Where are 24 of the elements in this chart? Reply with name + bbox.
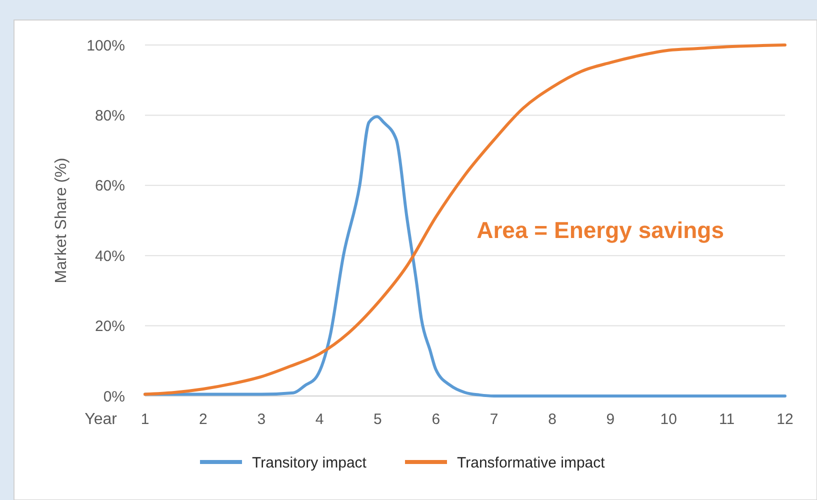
y-tick-label: 20% bbox=[94, 318, 125, 336]
x-tick-label: 11 bbox=[719, 411, 735, 428]
x-tick-label: 1 bbox=[140, 411, 150, 428]
y-tick-label: 100% bbox=[86, 37, 125, 54]
x-tick-label: 4 bbox=[315, 411, 324, 428]
x-tick-label: 6 bbox=[432, 411, 440, 428]
x-axis-title: Year bbox=[84, 411, 118, 428]
line-series bbox=[144, 44, 786, 396]
y-tick-label: 60% bbox=[94, 178, 125, 195]
y-tick-label: 0% bbox=[103, 388, 125, 406]
legend-label: Transitory impact bbox=[252, 454, 368, 472]
annotation: Area = Energy savings bbox=[476, 217, 724, 244]
y-tick-label: 80% bbox=[94, 107, 125, 124]
x-tick-label: 2 bbox=[199, 411, 208, 428]
x-tick-label: 8 bbox=[548, 411, 556, 428]
x-tick-label: 7 bbox=[490, 411, 498, 428]
y-tick-label: 40% bbox=[94, 248, 125, 265]
x-tick-label: 10 bbox=[660, 411, 677, 428]
y-axis-title: Market Share (%) bbox=[53, 158, 70, 284]
x-tick-label: 5 bbox=[374, 411, 382, 428]
x-tick-label: 3 bbox=[257, 411, 266, 428]
x-tick-label: 12 bbox=[776, 411, 794, 428]
x-tick-label: 9 bbox=[606, 411, 615, 428]
legend-label: Transformative impact bbox=[457, 454, 606, 472]
